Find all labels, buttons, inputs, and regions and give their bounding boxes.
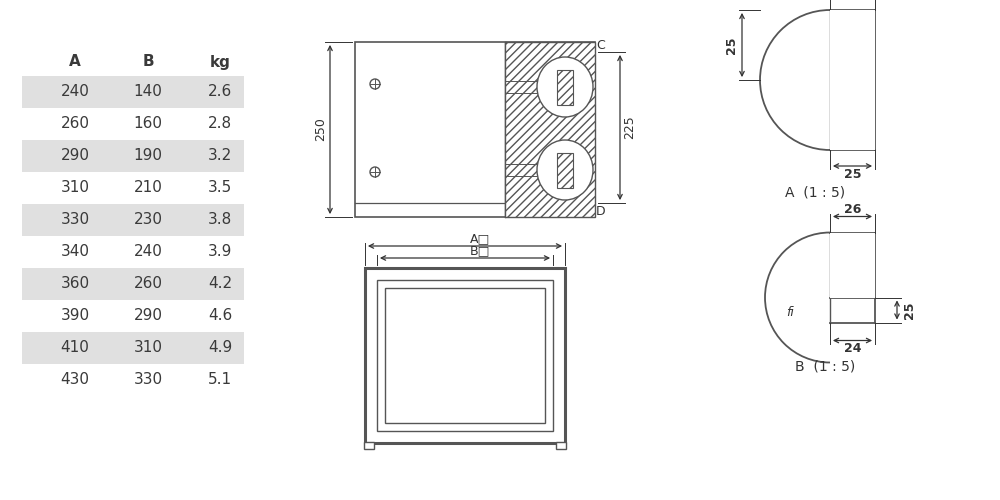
Text: 3.8: 3.8 bbox=[208, 212, 232, 228]
Text: A  (1 : 5): A (1 : 5) bbox=[785, 185, 845, 199]
Text: 5.1: 5.1 bbox=[208, 372, 232, 388]
Text: 190: 190 bbox=[134, 148, 162, 164]
Text: 310: 310 bbox=[60, 180, 90, 196]
Text: kg: kg bbox=[210, 54, 230, 70]
Bar bbox=[557, 70, 573, 104]
Text: 240: 240 bbox=[134, 244, 162, 260]
Text: 2.8: 2.8 bbox=[208, 116, 232, 132]
Text: 25: 25 bbox=[902, 301, 916, 319]
Bar bbox=[365, 268, 565, 443]
Text: B  (1 : 5): B (1 : 5) bbox=[795, 360, 855, 374]
Bar bbox=[385, 288, 545, 423]
Ellipse shape bbox=[537, 140, 593, 200]
Text: 26: 26 bbox=[844, 203, 861, 216]
Text: C: C bbox=[596, 39, 605, 52]
Text: B: B bbox=[142, 54, 154, 70]
Bar bbox=[830, 10, 875, 150]
Bar bbox=[830, 10, 875, 150]
Bar bbox=[830, 232, 875, 298]
Bar bbox=[22, 204, 244, 236]
Bar bbox=[22, 332, 244, 364]
Text: 290: 290 bbox=[134, 308, 162, 324]
Bar bbox=[22, 268, 244, 300]
Text: 240: 240 bbox=[61, 84, 89, 100]
Bar bbox=[377, 280, 553, 431]
Text: A: A bbox=[69, 54, 81, 70]
Text: 24: 24 bbox=[844, 342, 861, 355]
Bar bbox=[557, 152, 573, 188]
Text: 25: 25 bbox=[844, 168, 861, 180]
Bar bbox=[355, 42, 595, 217]
Ellipse shape bbox=[537, 57, 593, 117]
Text: 160: 160 bbox=[134, 116, 162, 132]
Text: D: D bbox=[596, 205, 606, 218]
Text: 340: 340 bbox=[60, 244, 90, 260]
Bar bbox=[364, 442, 374, 449]
Text: 4.9: 4.9 bbox=[208, 340, 232, 355]
Text: 410: 410 bbox=[61, 340, 89, 355]
Text: 225: 225 bbox=[624, 116, 637, 140]
Text: fi: fi bbox=[786, 306, 794, 319]
Text: 25: 25 bbox=[726, 36, 738, 54]
Text: 2.6: 2.6 bbox=[208, 84, 232, 100]
Circle shape bbox=[370, 79, 380, 89]
Bar bbox=[556, 442, 566, 449]
Text: A□: A□ bbox=[470, 232, 490, 245]
Text: 140: 140 bbox=[134, 84, 162, 100]
Text: 330: 330 bbox=[133, 372, 163, 388]
Text: 210: 210 bbox=[134, 180, 162, 196]
Text: 260: 260 bbox=[134, 276, 162, 291]
Text: 250: 250 bbox=[314, 118, 328, 142]
Text: 3.9: 3.9 bbox=[208, 244, 232, 260]
Circle shape bbox=[370, 167, 380, 177]
Text: 310: 310 bbox=[134, 340, 162, 355]
Text: 290: 290 bbox=[60, 148, 90, 164]
Text: 390: 390 bbox=[60, 308, 90, 324]
Text: 3.5: 3.5 bbox=[208, 180, 232, 196]
Bar bbox=[505, 42, 595, 217]
Bar bbox=[22, 140, 244, 172]
Text: 430: 430 bbox=[60, 372, 90, 388]
Text: 260: 260 bbox=[60, 116, 90, 132]
Text: 4.6: 4.6 bbox=[208, 308, 232, 324]
Text: 4.2: 4.2 bbox=[208, 276, 232, 291]
Text: B□: B□ bbox=[470, 244, 490, 258]
Text: 360: 360 bbox=[60, 276, 90, 291]
Bar bbox=[22, 76, 244, 108]
Text: 230: 230 bbox=[134, 212, 162, 228]
Text: 3.2: 3.2 bbox=[208, 148, 232, 164]
Text: 330: 330 bbox=[60, 212, 90, 228]
